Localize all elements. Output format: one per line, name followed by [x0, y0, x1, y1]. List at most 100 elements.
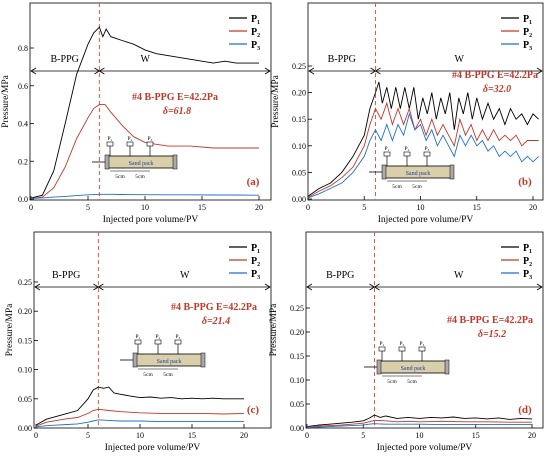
plot-frame — [29, 2, 272, 201]
pressure-gauge — [126, 141, 134, 147]
y-tick-label: 0.25 — [290, 304, 304, 313]
annotation-material: #4 B-PPG E=42.2Pa — [452, 70, 538, 81]
spacing-label-2: 5cm — [163, 372, 173, 378]
x-tick-label: 15 — [198, 203, 206, 212]
x-tick-label: 20 — [529, 203, 537, 212]
x-tick-label: 20 — [528, 431, 536, 440]
stage-label-water: W — [140, 54, 150, 65]
y-tick-label: 0.0 — [18, 195, 28, 204]
x-tick-label: 5 — [86, 203, 90, 212]
y-tick-label: 0.20 — [18, 307, 32, 316]
pressure-gauge — [146, 141, 154, 147]
stage-label-water: W — [454, 270, 464, 281]
tube-cap-right — [200, 352, 206, 368]
plot-frame — [307, 2, 544, 201]
sand-pack-schematic: Sand pack P₁ P₂ P₃ 5cm 5cm — [92, 136, 178, 180]
stage-label-bppg: B-PPG — [326, 270, 354, 281]
sand-pack-schematic: Sand pack P₁ P₂ P₃ 5cm 5cm — [364, 341, 450, 385]
sand-pack-label: Sand pack — [129, 161, 154, 167]
sand-pack-label: Sand pack — [157, 359, 182, 365]
sand-pack-label: Sand pack — [406, 171, 431, 177]
tube-cap-left — [132, 352, 138, 368]
spacing-label-1: 5cm — [392, 184, 402, 190]
x-tick-label: 20 — [255, 203, 263, 212]
gauge-label: P₁ — [380, 341, 385, 347]
pressure-gauge — [383, 151, 391, 157]
x-axis-title: Injected pore volume/PV — [378, 215, 474, 225]
tube-cap-right — [444, 359, 450, 375]
water-stage-arrow-head-left — [98, 67, 105, 75]
legend-label-p1: P₁ — [523, 14, 532, 25]
y-tick-label: 0.8 — [18, 44, 28, 53]
annotation-delta: δ=15.2 — [478, 329, 506, 340]
bppg-stage-arrow-head-left — [308, 67, 315, 75]
panel-label: (c) — [247, 404, 260, 416]
annotation-material: #4 B-PPG E=42.2Pa — [171, 302, 257, 313]
tube-cap-left — [376, 359, 382, 375]
y-tick-label: 0.10 — [290, 376, 304, 385]
spacing-label-1: 5cm — [387, 379, 397, 385]
annotation-delta: δ=32.0 — [483, 84, 511, 95]
gauge-label: P₁ — [136, 334, 141, 340]
spacing-label-1: 5cm — [115, 174, 125, 180]
x-axis-title: Injected pore volume/PV — [105, 443, 201, 453]
annotation-delta: δ=61.8 — [163, 106, 191, 117]
series-line-p2 — [306, 419, 532, 428]
annotation-delta: δ=21.4 — [202, 316, 230, 327]
pressure-gauge — [106, 141, 114, 147]
gauge-label: P₃ — [176, 334, 181, 340]
y-tick-label: 0.00 — [292, 195, 306, 204]
pressure-gauge — [403, 151, 411, 157]
legend-label-p2: P₂ — [251, 27, 260, 38]
y-axis-title: Pressure/MPa — [271, 74, 281, 128]
water-stage-arrow-head-right — [264, 283, 271, 291]
bppg-stage-arrow-head-left — [306, 283, 313, 291]
water-stage-arrow-head-left — [374, 67, 381, 75]
x-tick-label: 5 — [86, 431, 90, 440]
spacing-label-1: 5cm — [143, 372, 153, 378]
series-line-p1 — [307, 81, 539, 197]
chart-panel-c: 0 5 10 15 20 0.00 0.05 0.10 0.15 0.20 0.25 Injected… — [5, 231, 272, 453]
stage-label-water: W — [180, 270, 190, 281]
y-tick-label: 0.15 — [290, 352, 304, 361]
stage-label-bppg: B-PPG — [52, 270, 80, 281]
tube-cap-right — [172, 154, 178, 170]
x-tick-label: 10 — [141, 203, 149, 212]
tube-cap-left — [104, 154, 110, 170]
chart-panel-b: 0 5 10 15 20 0.00 0.05 0.10 0.15 0.20 0.25 Injected… — [271, 2, 544, 225]
y-tick-label: 0.15 — [18, 336, 32, 345]
y-axis-title: Pressure/MPa — [1, 74, 11, 128]
legend-label-p3: P₃ — [251, 269, 260, 280]
x-tick-label: 20 — [240, 431, 248, 440]
x-tick-label: 15 — [188, 431, 196, 440]
gauge-label: P₂ — [405, 146, 410, 152]
series-line-p2 — [307, 101, 539, 198]
x-tick-label: 0 — [306, 203, 310, 212]
y-tick-label: 0.00 — [290, 424, 304, 433]
x-axis-title: Injected pore volume/PV — [103, 215, 199, 225]
panel-label: (a) — [247, 176, 260, 188]
y-tick-label: 0.10 — [18, 366, 32, 375]
y-tick-label: 0.05 — [18, 395, 32, 404]
sand-pack-schematic: Sand pack P₁ P₂ P₃ 5cm 5cm — [369, 146, 455, 190]
y-tick-label: 0.6 — [18, 82, 28, 91]
y-axis-title: Pressure/MPa — [5, 303, 15, 357]
legend-label-p1: P₁ — [251, 243, 260, 254]
bppg-stage-arrow-head-left — [34, 283, 41, 291]
x-tick-label: 10 — [416, 431, 424, 440]
pressure-gauge — [423, 151, 431, 157]
chart-panel-d: 0 5 10 15 20 0.00 0.05 0.10 0.15 0.20 0.25 Injected… — [269, 231, 544, 453]
water-stage-arrow-head-right — [264, 67, 271, 75]
gauge-label: P₁ — [385, 146, 390, 152]
y-tick-label: 0.15 — [292, 115, 306, 124]
legend-label-p3: P₃ — [523, 40, 532, 51]
stage-label-bppg: B-PPG — [51, 54, 79, 65]
pressure-gauge — [134, 339, 142, 345]
panel-label: (d) — [518, 404, 532, 416]
y-tick-label: 0.20 — [290, 328, 304, 337]
x-tick-label: 0 — [305, 431, 309, 440]
x-tick-label: 10 — [136, 431, 144, 440]
x-tick-label: 15 — [472, 431, 480, 440]
sand-pack-label: Sand pack — [401, 366, 426, 372]
